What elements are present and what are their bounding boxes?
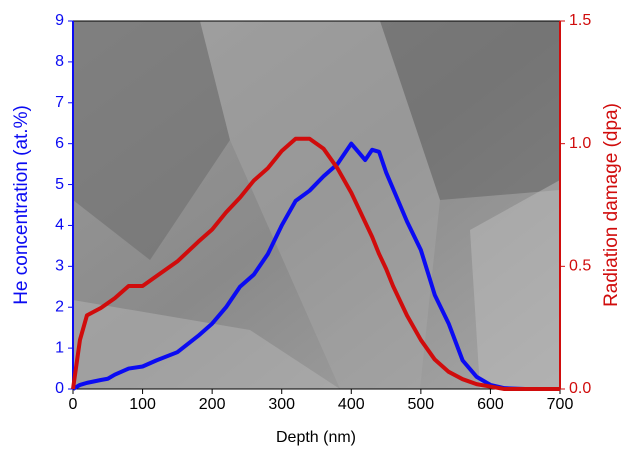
x-tick-label: 0 xyxy=(69,396,78,413)
y-axis-label: He concentration (at.%) xyxy=(11,105,32,305)
y-tick-label: 0 xyxy=(55,380,64,397)
y2-tick-label: 0.5 xyxy=(569,258,591,275)
x-tick-label: 700 xyxy=(547,396,574,413)
y2-tick-label: 1.0 xyxy=(569,135,591,152)
y-tick-label: 6 xyxy=(55,135,64,152)
y2-axis-label: Radiation damage (dpa) xyxy=(601,103,622,307)
x-tick-label: 300 xyxy=(268,396,295,413)
y-tick-label: 8 xyxy=(55,53,64,70)
y-tick-label: 4 xyxy=(55,217,64,234)
x-tick-label: 200 xyxy=(199,396,226,413)
x-axis-label: Depth (nm) xyxy=(276,429,356,446)
x-tick-label: 600 xyxy=(477,396,504,413)
y-tick-label: 3 xyxy=(55,258,64,275)
y2-tick-label: 1.5 xyxy=(569,12,591,29)
y-tick-label: 9 xyxy=(55,12,64,29)
data-line xyxy=(71,136,560,391)
data-line xyxy=(71,141,560,391)
x-tick-label: 500 xyxy=(408,396,435,413)
x-tick-label: 100 xyxy=(129,396,156,413)
y-tick-label: 2 xyxy=(55,298,64,315)
y-tick-label: 7 xyxy=(55,94,64,111)
micrograph-background xyxy=(73,21,560,389)
y2-tick-label: 0.0 xyxy=(569,380,591,397)
x-tick-label: 400 xyxy=(338,396,365,413)
y-tick-label: 1 xyxy=(55,339,64,356)
y-tick-label: 5 xyxy=(55,176,64,193)
